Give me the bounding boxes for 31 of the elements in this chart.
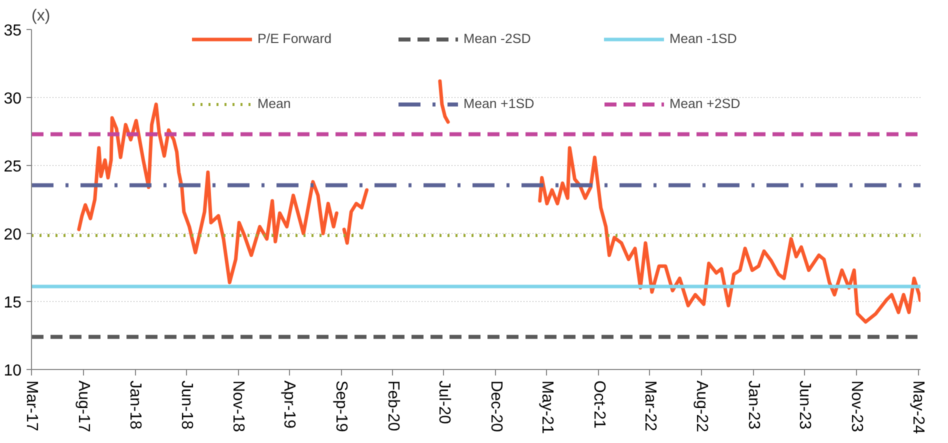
x-tick-label: Mar-22 xyxy=(641,380,658,432)
x-tick-label: Feb-20 xyxy=(384,380,402,432)
x-tick-label: Nov-23 xyxy=(848,380,865,432)
y-tick-label: 30 xyxy=(4,90,22,108)
x-tick-label: Jun-23 xyxy=(796,380,814,430)
legend-label: Mean xyxy=(258,96,292,111)
legend-label: Mean -1SD xyxy=(670,31,738,46)
y-axis-title: (x) xyxy=(32,8,50,24)
y-tick-label: 25 xyxy=(4,158,22,176)
x-tick-label: Mar-17 xyxy=(23,380,40,432)
y-tick-label: 20 xyxy=(4,226,22,244)
y-tick-label: 10 xyxy=(4,362,22,380)
legend-label: P/E Forward xyxy=(258,31,333,46)
x-tick-label: Aug-22 xyxy=(693,380,710,432)
legend-label: Mean +1SD xyxy=(464,96,536,111)
x-tick-label: Oct-21 xyxy=(590,380,608,429)
x-tick-label: Nov-18 xyxy=(230,380,247,432)
y-tick-label: 35 xyxy=(4,22,22,40)
legend-label: Mean +2SD xyxy=(670,96,742,111)
x-tick-label: May-24 xyxy=(910,380,927,434)
x-tick-label: May-21 xyxy=(538,380,556,434)
x-tick-label: Jun-18 xyxy=(178,380,195,430)
x-tick-label: Jan-18 xyxy=(126,380,144,430)
x-tick-label: Apr-19 xyxy=(280,380,298,429)
x-tick-label: Aug-17 xyxy=(74,380,92,432)
x-tick-label: Jan-23 xyxy=(745,380,762,430)
x-tick-label: Jul-20 xyxy=(435,380,452,424)
x-tick-label: Dec-20 xyxy=(487,380,504,432)
legend-label: Mean -2SD xyxy=(464,31,532,46)
y-tick-label: 15 xyxy=(4,294,22,312)
x-tick-label: Sep-19 xyxy=(332,380,350,432)
